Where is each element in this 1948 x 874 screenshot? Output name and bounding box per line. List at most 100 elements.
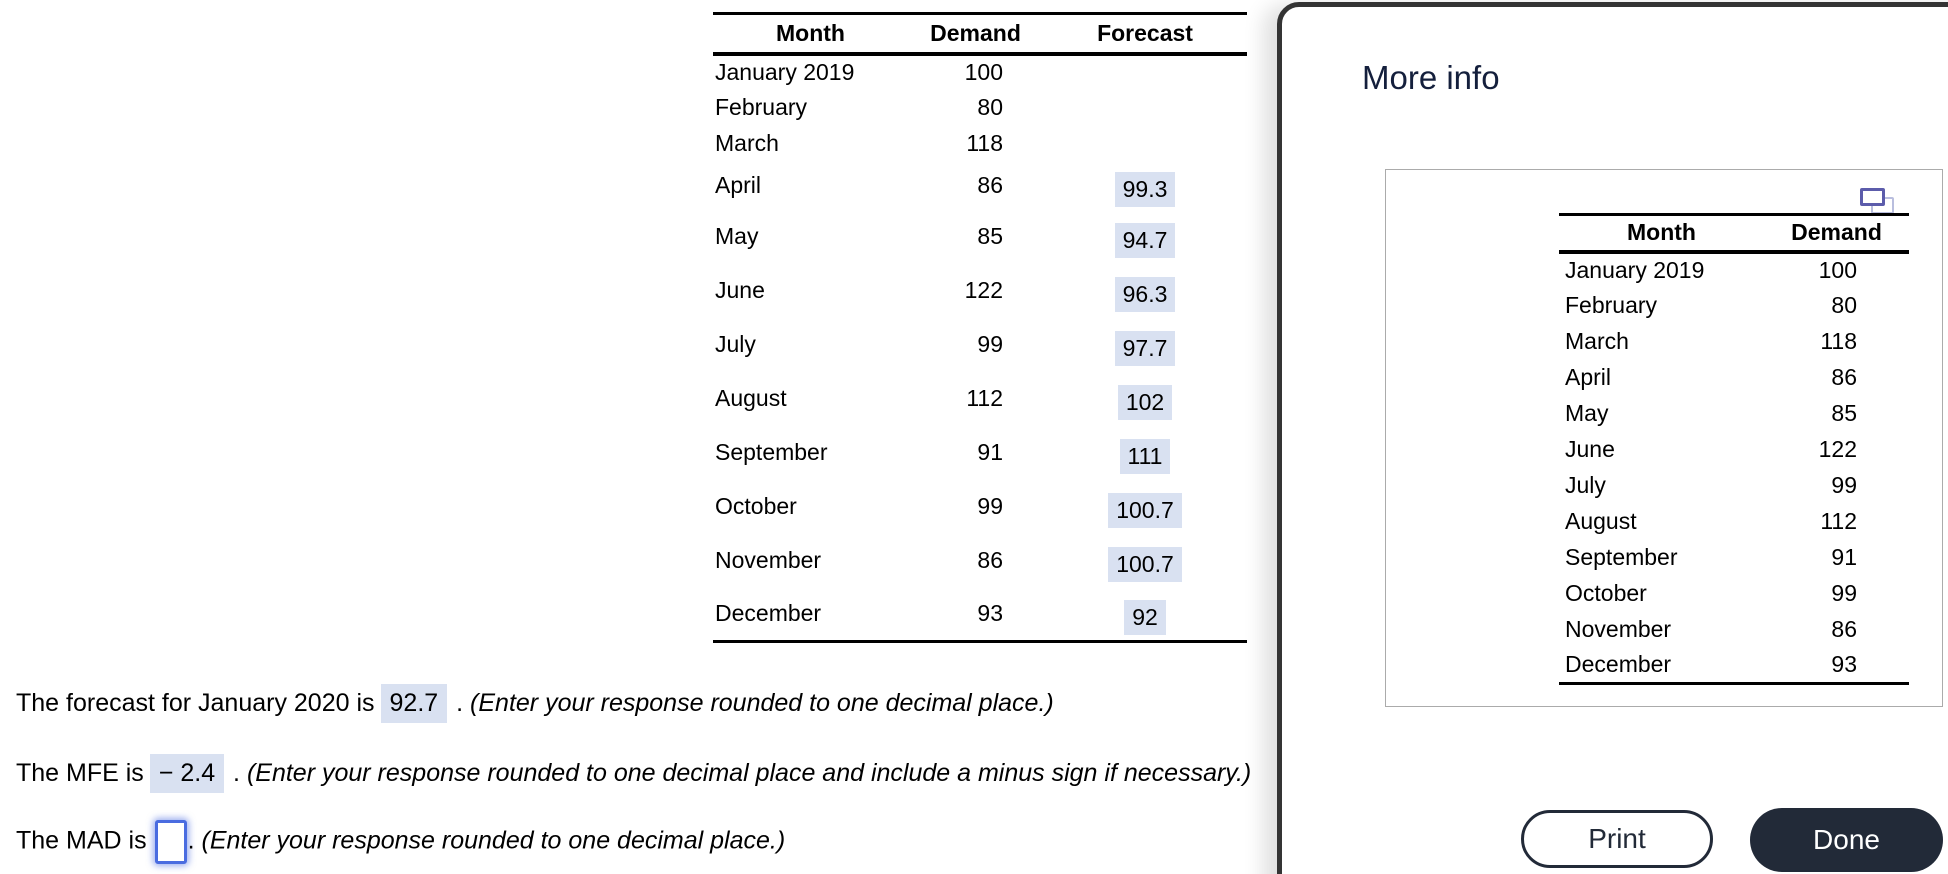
table-row: October 99 100.7 [713, 480, 1247, 534]
month-cell: July [715, 331, 756, 357]
forecast-cell: 99.3 [1043, 162, 1247, 210]
demand-cell: 86 [1831, 364, 1857, 390]
forecast-answer-field[interactable]: 111 [1119, 439, 1171, 474]
table-row: August 112 102 [713, 372, 1247, 426]
demand-cell: 122 [964, 277, 1003, 303]
month-header: Month [1627, 219, 1696, 246]
more-info-demand-table: Month Demand January 2019 100 February 80 Ma… [1559, 213, 1909, 685]
table-row: May 85 [1559, 396, 1909, 432]
month-cell: July [1565, 472, 1606, 498]
forecast-answer-field[interactable]: 100.7 [1108, 493, 1182, 528]
forecast-answer-field[interactable]: 96.3 [1114, 277, 1176, 312]
table-row: September 91 111 [713, 426, 1247, 480]
forecast-answer-field[interactable]: 102 [1117, 385, 1173, 420]
table-row: January 2019 100 [1559, 252, 1909, 288]
forecast-answer-field[interactable]: 99.3 [1114, 172, 1176, 207]
forecast-cell [1043, 90, 1247, 126]
month-header: Month [776, 19, 845, 46]
forecast-question-line: The forecast for January 2020 is 92.7 . (… [16, 684, 1054, 723]
demand-header: Demand [1791, 219, 1882, 246]
month-cell: April [715, 172, 762, 198]
demand-cell: 112 [1820, 508, 1857, 534]
table-row: February 80 [713, 90, 1247, 126]
table-row: August 112 [1559, 504, 1909, 540]
month-cell: October [715, 493, 797, 519]
forecast-cell [1043, 126, 1247, 162]
forecast-answer-field[interactable]: 100.7 [1108, 547, 1182, 582]
demand-cell: 86 [1831, 616, 1857, 642]
forecast-question-note: (Enter your response rounded to one deci… [470, 689, 1054, 717]
table-row: July 99 [1559, 468, 1909, 504]
demand-cell: 80 [977, 94, 1003, 120]
table-row: January 2019 100 [713, 54, 1247, 90]
table-row: April 86 99.3 [713, 162, 1247, 210]
print-button[interactable]: Print [1521, 810, 1713, 868]
month-cell: December [1565, 651, 1672, 678]
demand-cell: 85 [1831, 400, 1857, 426]
mfe-answer-field[interactable]: − 2.4 [149, 754, 225, 793]
forecast-cell: 100.7 [1043, 480, 1247, 534]
modal-title: More info [1362, 59, 1500, 96]
done-button[interactable]: Done [1750, 808, 1943, 872]
demand-cell: 91 [1831, 544, 1857, 570]
month-cell: November [1565, 616, 1672, 642]
table-row: June 122 96.3 [713, 264, 1247, 318]
month-cell: August [715, 385, 787, 411]
forecast-cell: 111 [1043, 426, 1247, 480]
table-row: April 86 [1559, 360, 1909, 396]
forecast-question-sep: . [449, 689, 471, 717]
forecast-question-prefix: The forecast for January 2020 is [16, 689, 375, 717]
forecast-cell: 102 [1043, 372, 1247, 426]
demand-cell: 86 [977, 172, 1003, 198]
demand-cell: 100 [964, 59, 1003, 85]
popout-window-icon[interactable] [1860, 188, 1894, 216]
demand-cell: 122 [1818, 436, 1857, 462]
demand-cell: 100 [1818, 257, 1857, 283]
forecast-cell [1043, 54, 1247, 90]
demand-cell: 99 [977, 493, 1003, 519]
mad-question-sep: . [187, 826, 202, 855]
table-row: October 99 [1559, 576, 1909, 612]
month-cell: March [1565, 328, 1629, 354]
forecast-header: Forecast [1097, 19, 1193, 46]
table-row: June 122 [1559, 432, 1909, 468]
demand-cell: 112 [966, 385, 1003, 411]
demand-cell: 118 [1820, 328, 1857, 354]
demand-cell: 99 [1831, 580, 1857, 606]
table-header-row: Month Demand [1559, 214, 1909, 252]
more-info-modal: More info Month Demand January 2019 100 Fe… [1277, 2, 1948, 874]
forecast-cell: 94.7 [1043, 210, 1247, 264]
forecast-answer-field[interactable]: 92 [1124, 600, 1166, 636]
table-row: March 118 [1559, 324, 1909, 360]
demand-cell: 86 [977, 547, 1003, 573]
month-cell: September [715, 439, 828, 465]
month-cell: August [1565, 508, 1637, 534]
mad-answer-input[interactable] [154, 820, 187, 864]
mfe-question-note: (Enter your response rounded to one deci… [246, 759, 1252, 787]
month-cell: December [715, 600, 822, 627]
month-cell: January 2019 [715, 59, 855, 85]
month-cell: October [1565, 580, 1647, 606]
month-cell: June [715, 277, 765, 303]
mad-question-line: The MAD is. (Enter your response rounded… [16, 820, 785, 864]
more-info-data-box: Month Demand January 2019 100 February 80 Ma… [1385, 169, 1943, 707]
demand-cell: 93 [1831, 651, 1857, 678]
demand-cell: 80 [1831, 292, 1857, 318]
forecast-answer-field[interactable]: 92.7 [380, 684, 448, 723]
month-cell: November [715, 547, 822, 573]
table-row: December 93 92 [713, 588, 1247, 642]
forecast-cell: 100.7 [1043, 534, 1247, 588]
forecast-cell: 97.7 [1043, 318, 1247, 372]
table-row: May 85 94.7 [713, 210, 1247, 264]
demand-cell: 85 [977, 223, 1003, 249]
demand-cell: 118 [966, 130, 1003, 156]
mfe-question-line: The MFE is − 2.4 . (Enter your response r… [16, 754, 1251, 793]
forecast-answer-field[interactable]: 97.7 [1114, 331, 1176, 366]
popout-icon-front-layer [1860, 188, 1885, 206]
month-cell: April [1565, 364, 1612, 390]
month-cell: January 2019 [1565, 257, 1705, 283]
month-cell: May [1565, 400, 1609, 426]
forecast-answer-field[interactable]: 94.7 [1114, 223, 1176, 258]
demand-forecast-table: Month Demand Forecast January 2019 100 Feb… [713, 12, 1247, 643]
month-cell: May [715, 223, 759, 249]
